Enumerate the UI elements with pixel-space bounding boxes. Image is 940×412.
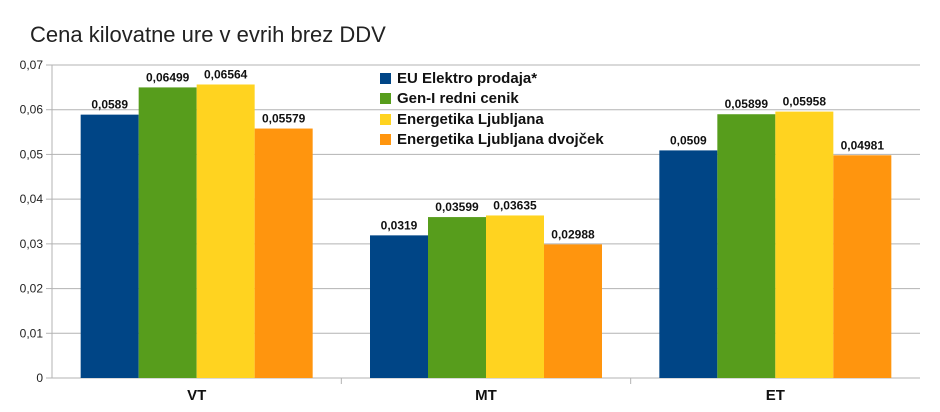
data-label: 0,04981 bbox=[841, 138, 885, 152]
legend-item: Gen-I redni cenik bbox=[380, 89, 604, 110]
bar bbox=[196, 84, 255, 379]
legend-label: Energetika Ljubljana dvojček bbox=[397, 131, 604, 149]
bar bbox=[254, 128, 313, 378]
x-tick-label: VT bbox=[187, 387, 206, 404]
x-tick-label: MT bbox=[475, 387, 497, 404]
legend-item: Energetika Ljubljana bbox=[380, 109, 604, 130]
y-tick-label: 0,05 bbox=[20, 147, 44, 161]
legend-label: EU Elektro prodaja* bbox=[397, 69, 538, 87]
data-label: 0,05899 bbox=[725, 97, 769, 111]
data-label: 0,03599 bbox=[435, 200, 479, 214]
legend-swatch bbox=[380, 93, 391, 105]
bar bbox=[717, 114, 776, 378]
bar bbox=[833, 155, 892, 378]
legend-swatch bbox=[380, 113, 391, 125]
y-tick-label: 0 bbox=[36, 371, 43, 385]
bar bbox=[80, 114, 139, 378]
data-label: 0,05579 bbox=[262, 112, 306, 126]
data-label: 0,0509 bbox=[670, 133, 707, 147]
legend-label: Energetika Ljubljana bbox=[397, 110, 544, 128]
bar bbox=[370, 235, 428, 378]
data-label: 0,06564 bbox=[204, 67, 248, 81]
y-tick-label: 0,06 bbox=[20, 103, 44, 117]
y-tick-label: 0,03 bbox=[20, 237, 44, 251]
y-tick-label: 0,02 bbox=[20, 282, 44, 296]
bar bbox=[138, 87, 197, 378]
x-tick-label: ET bbox=[766, 387, 785, 404]
y-tick-label: 0,01 bbox=[20, 326, 44, 340]
legend-label: Gen-I redni cenik bbox=[397, 90, 519, 108]
chart-legend: EU Elektro prodaja* Gen-I redni cenik Ener… bbox=[380, 68, 604, 150]
data-label: 0,06499 bbox=[146, 70, 190, 84]
legend-swatch bbox=[380, 72, 391, 84]
chart-title: Cena kilovatne ure v evrih brez DDV bbox=[30, 22, 386, 47]
data-label: 0,0319 bbox=[381, 218, 418, 232]
bar bbox=[775, 111, 834, 378]
y-tick-label: 0,04 bbox=[20, 192, 44, 206]
legend-item: Energetika Ljubljana dvojček bbox=[380, 130, 604, 151]
y-tick-label: 0,07 bbox=[20, 58, 44, 72]
data-label: 0,02988 bbox=[551, 227, 595, 241]
data-label: 0,05958 bbox=[783, 95, 827, 109]
legend-swatch bbox=[380, 134, 391, 146]
bar bbox=[428, 217, 486, 378]
data-label: 0,03635 bbox=[493, 198, 537, 212]
bar bbox=[544, 244, 602, 378]
bar bbox=[486, 215, 544, 378]
data-label: 0,0589 bbox=[91, 98, 128, 112]
legend-item: EU Elektro prodaja* bbox=[380, 68, 604, 89]
bar bbox=[659, 150, 718, 378]
